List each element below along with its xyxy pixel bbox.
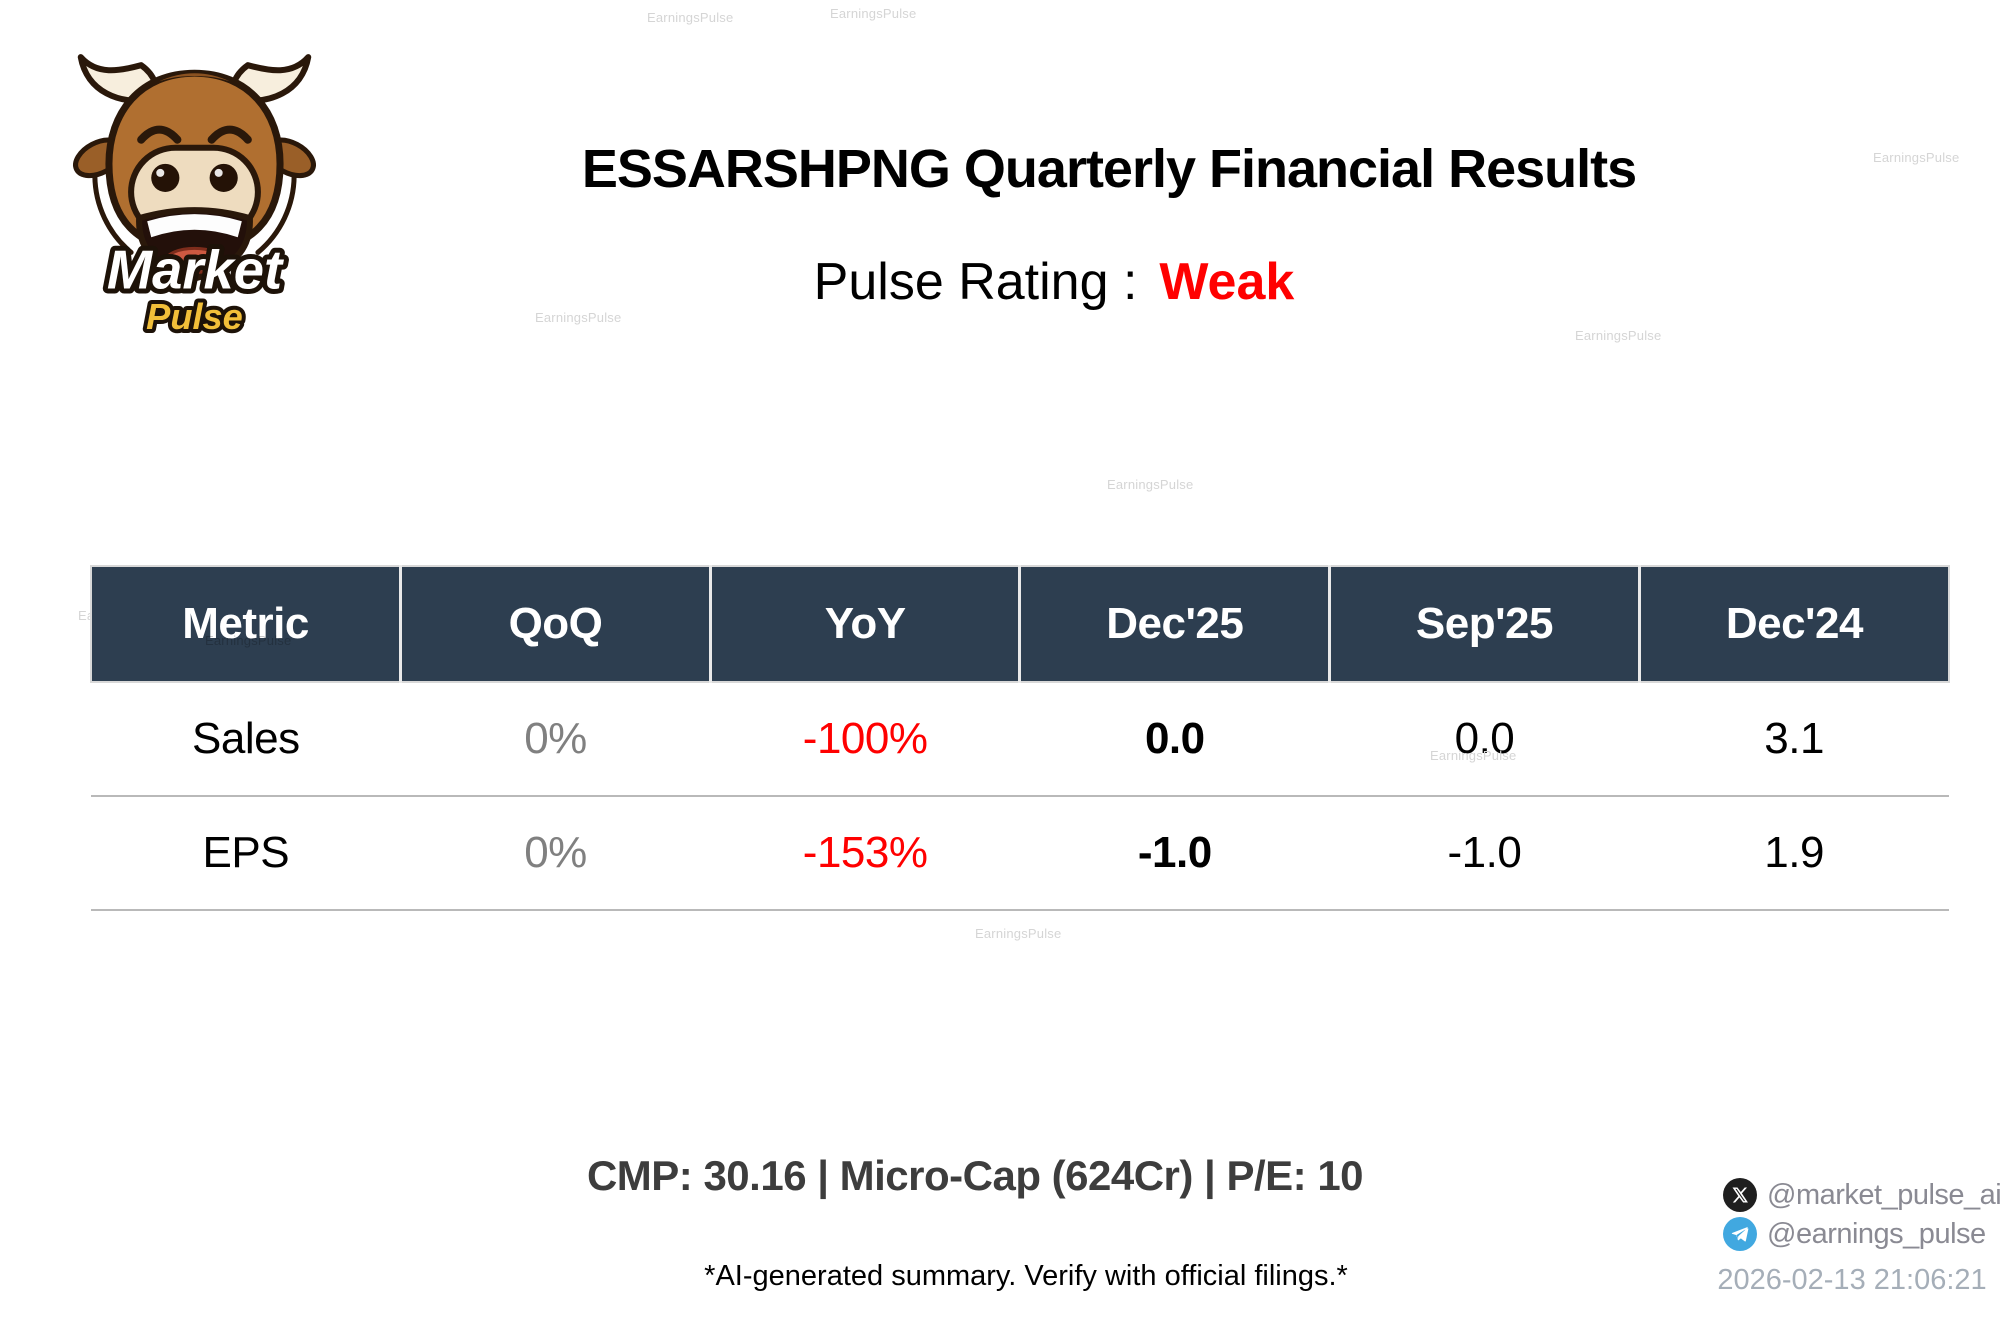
pulse-rating-label: Pulse Rating : (813, 253, 1138, 311)
sales-yoy: -100% (710, 682, 1020, 797)
eps-qoq: 0% (400, 796, 711, 911)
watermark: EarningsPulse (535, 310, 622, 325)
ai-disclaimer: *AI-generated summary. Verify with offic… (704, 1260, 1348, 1292)
column-header-dec25: Dec'25 (1019, 565, 1332, 683)
table-row-eps: EPS 0% -153% -1.0 -1.0 1.9 (91, 796, 1949, 911)
sales-sep25: 0.0 (1329, 682, 1640, 797)
sales-metric: Sales (91, 682, 401, 797)
eps-dec25: -1.0 (1019, 796, 1330, 911)
eps-metric: EPS (91, 796, 401, 911)
timestamp: 2026-02-13 21:06:21 (1717, 1264, 1987, 1296)
sales-qoq: 0% (400, 682, 711, 797)
x-handle-row[interactable]: @market_pulse_ai (1723, 1178, 2002, 1212)
pulse-rating-value: Weak (1159, 253, 1295, 311)
eps-dec24: 1.9 (1639, 796, 1949, 911)
watermark: EarningsPulse (647, 10, 734, 25)
cmp-summary: CMP: 30.16 | Micro-Cap (624Cr) | P/E: 10 (586, 1152, 1364, 1199)
column-header-yoy: YoY (710, 565, 1022, 683)
column-header-dec24: Dec'24 (1639, 565, 1950, 683)
pulse-rating: Pulse Rating : Weak (814, 252, 1295, 312)
page-title: ESSARSHPNG Quarterly Financial Results (581, 139, 1637, 199)
watermark: EarningsPulse (830, 6, 917, 21)
table-row-sales: Sales 0% -100% 0.0 0.0 3.1 (91, 682, 1949, 797)
telegram-icon[interactable] (1723, 1217, 1757, 1251)
watermark: EarningsPulse (1873, 150, 1960, 165)
column-header-metric: Metric (90, 565, 403, 683)
telegram-handle[interactable]: @earnings_pulse (1767, 1217, 1986, 1250)
watermark: EarningsPulse (1430, 748, 1517, 763)
watermark: EarningsPulse (1575, 328, 1662, 343)
x-handle[interactable]: @market_pulse_ai (1767, 1178, 2002, 1211)
social-links: @market_pulse_ai @earnings_pulse (1723, 1178, 2002, 1251)
bull-mascot-icon: Market Pulse (73, 54, 316, 341)
financials-table: Metric QoQ YoY Dec'25 Sep'25 Dec'24 Sale… (90, 565, 1950, 911)
market-pulse-logo: Market Pulse (57, 35, 332, 347)
logo-market-text: Market (107, 240, 284, 301)
watermark: EarningsPulse (1107, 477, 1194, 492)
sales-dec24: 3.1 (1639, 682, 1949, 797)
telegram-handle-row[interactable]: @earnings_pulse (1723, 1217, 2001, 1251)
table-header-row: Metric QoQ YoY Dec'25 Sep'25 Dec'24 (90, 565, 1950, 683)
sales-dec25: 0.0 (1019, 682, 1330, 797)
eps-yoy: -153% (710, 796, 1020, 911)
x-icon[interactable] (1723, 1178, 1757, 1212)
eps-sep25: -1.0 (1329, 796, 1640, 911)
logo-pulse-text: Pulse (146, 296, 243, 337)
watermark: EarningsPulse (205, 633, 292, 648)
watermark: EarningsPulse (975, 926, 1062, 941)
column-header-qoq: QoQ (400, 565, 712, 683)
column-header-sep25: Sep'25 (1329, 565, 1641, 683)
